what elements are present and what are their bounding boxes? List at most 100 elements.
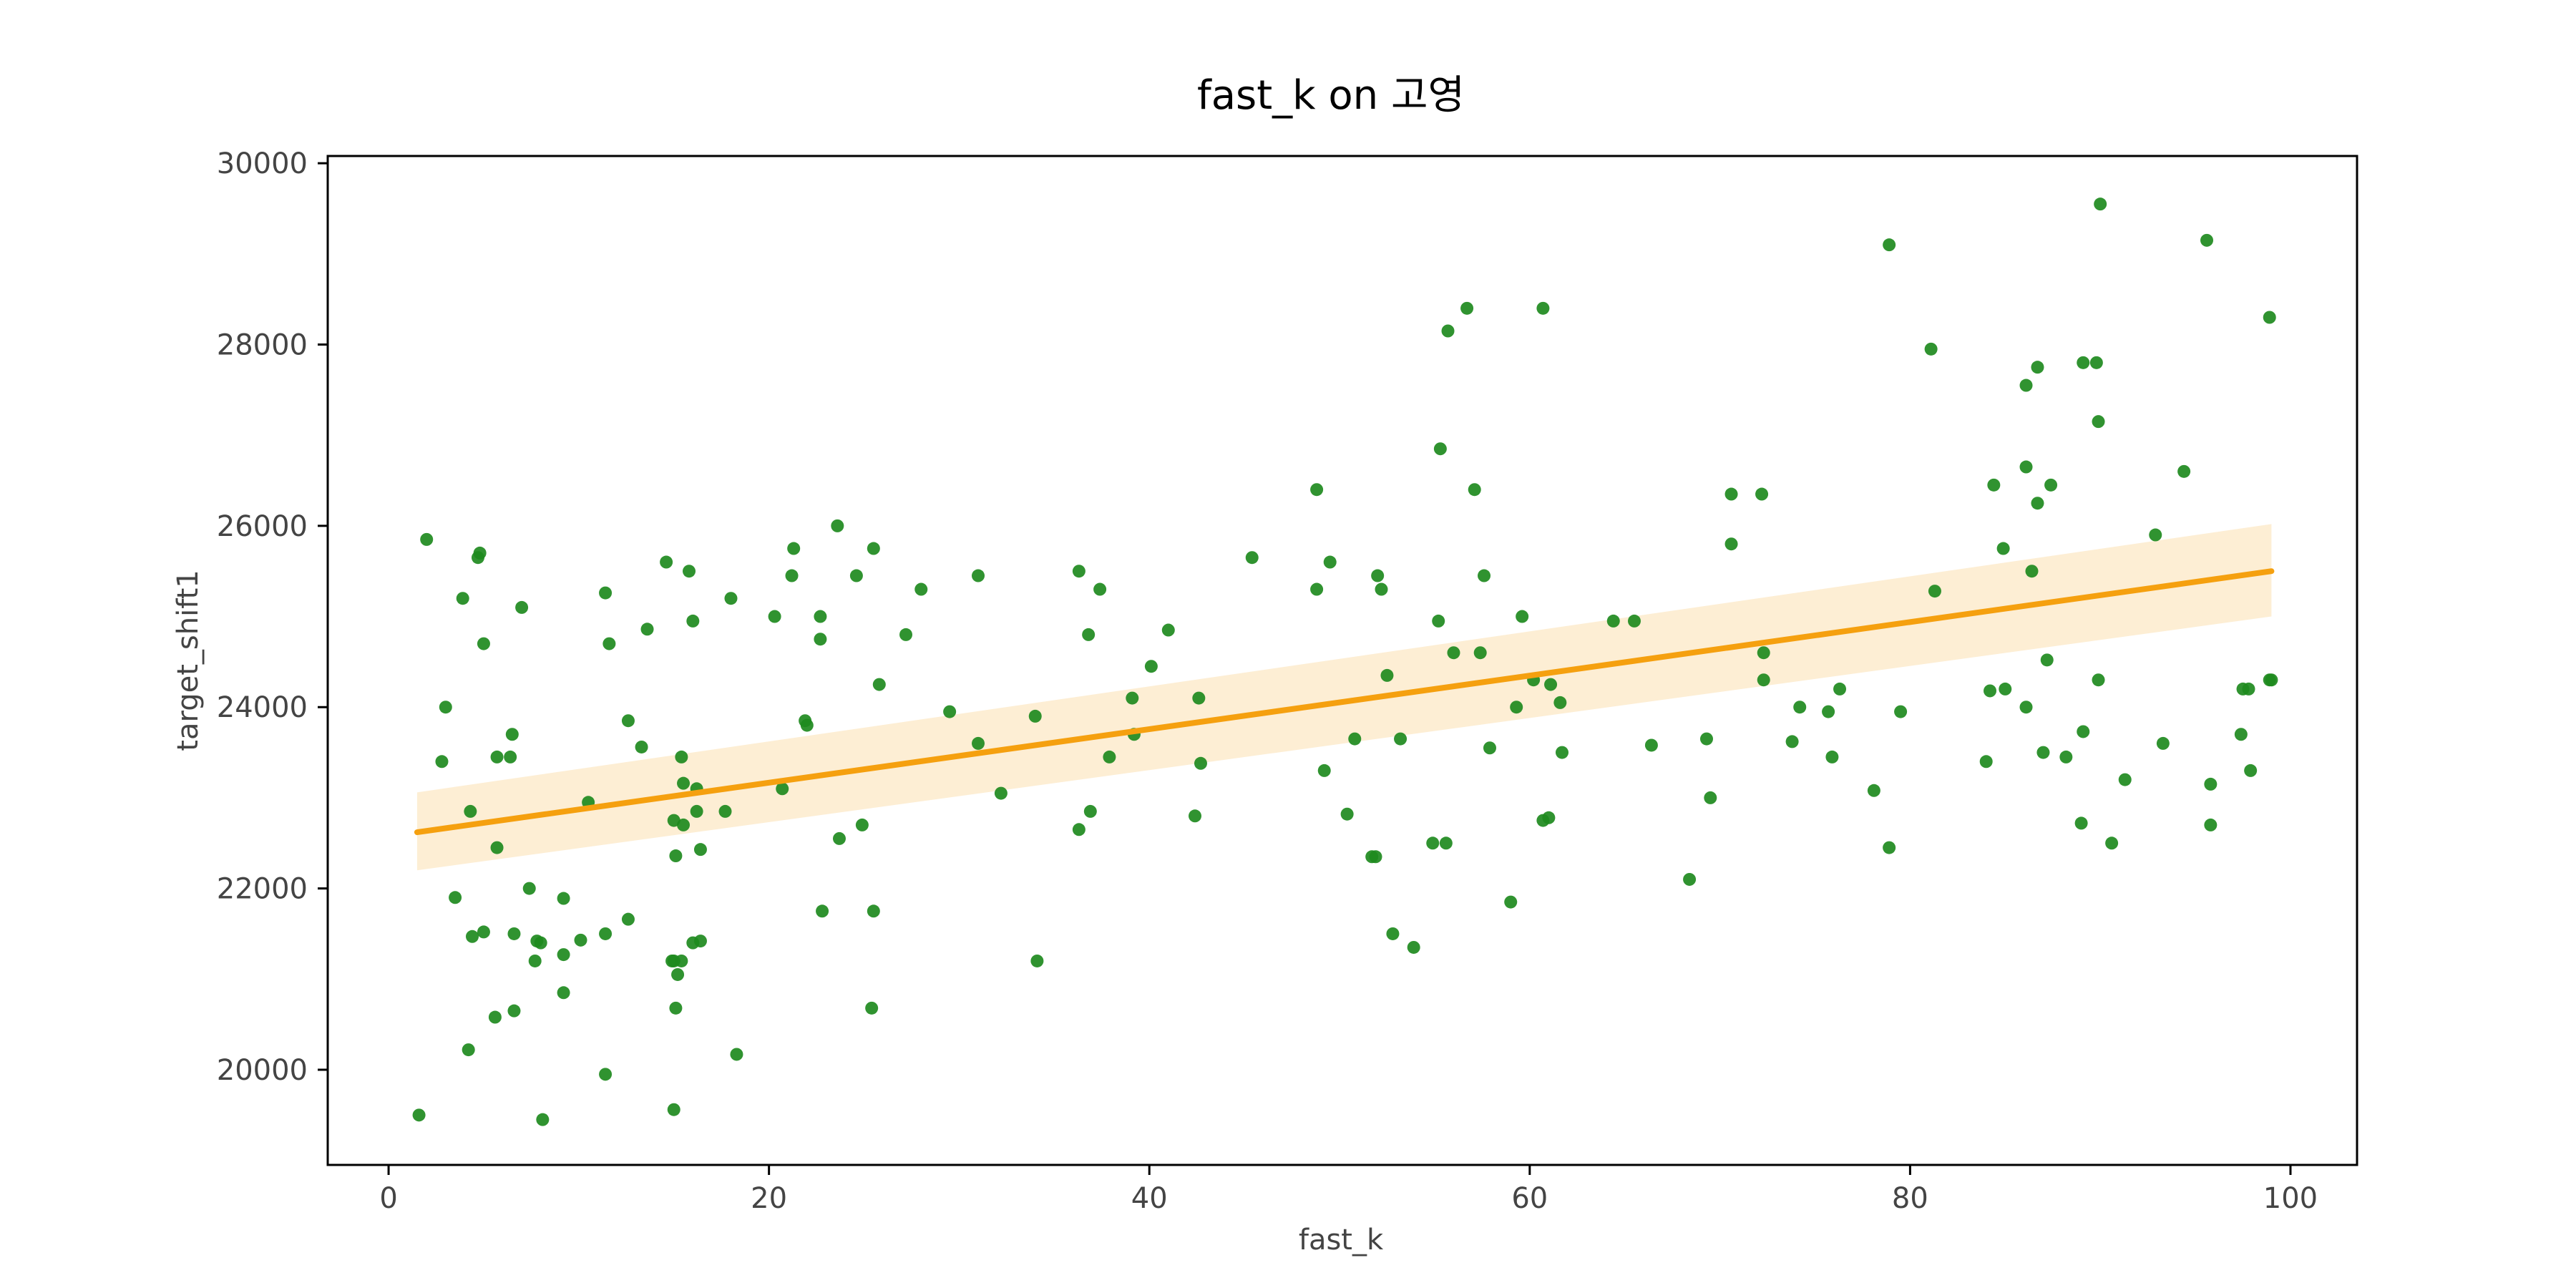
scatter-point bbox=[477, 925, 490, 939]
scatter-point bbox=[1478, 569, 1491, 582]
scatter-point bbox=[899, 628, 913, 641]
scatter-point bbox=[785, 569, 799, 582]
scatter-point bbox=[1822, 705, 1835, 718]
scatter-point bbox=[635, 740, 648, 753]
scatter-point bbox=[477, 637, 490, 650]
scatter-point bbox=[507, 1004, 521, 1018]
scatter-point bbox=[776, 782, 789, 796]
scatter-point bbox=[724, 592, 738, 605]
scatter-point bbox=[2019, 460, 2033, 474]
scatter-point bbox=[671, 967, 685, 981]
x-tick-label: 20 bbox=[751, 1182, 787, 1215]
scatter-point bbox=[507, 927, 521, 940]
scatter-point bbox=[473, 546, 487, 560]
scatter-point bbox=[1310, 582, 1324, 596]
scatter-point bbox=[669, 1001, 683, 1015]
x-tick-label: 80 bbox=[1892, 1182, 1928, 1215]
scatter-point bbox=[831, 519, 844, 532]
scatter-point bbox=[1757, 673, 1770, 687]
scatter-point bbox=[2025, 565, 2039, 578]
scatter-point bbox=[768, 610, 781, 623]
scatter-point bbox=[2263, 311, 2276, 324]
scatter-point bbox=[640, 623, 654, 636]
scatter-point bbox=[1979, 755, 1993, 769]
scatter-point bbox=[2200, 233, 2214, 247]
scatter-point bbox=[1432, 614, 1445, 628]
scatter-point bbox=[2036, 746, 2050, 759]
scatter-point bbox=[2149, 528, 2162, 542]
scatter-point bbox=[1082, 628, 1096, 641]
scatter-point bbox=[1510, 701, 1523, 714]
scatter-point bbox=[1984, 684, 1997, 698]
scatter-point bbox=[488, 1010, 502, 1024]
scatter-point bbox=[621, 714, 635, 728]
scatter-point bbox=[1683, 872, 1697, 886]
scatter-point bbox=[1030, 954, 1044, 967]
scatter-point bbox=[855, 818, 869, 831]
scatter-point bbox=[2044, 478, 2058, 492]
scatter-point bbox=[867, 904, 880, 918]
scatter-point bbox=[2092, 673, 2105, 687]
scatter-point bbox=[1192, 691, 1206, 705]
scatter-point bbox=[1542, 811, 1556, 824]
scatter-point bbox=[557, 892, 570, 905]
scatter-point bbox=[1999, 682, 2012, 696]
scatter-point bbox=[669, 849, 683, 863]
scatter-point bbox=[1996, 542, 2010, 555]
scatter-point bbox=[1380, 668, 1394, 682]
scatter-point bbox=[449, 891, 462, 904]
scatter-point bbox=[505, 728, 519, 741]
scatter-point bbox=[1544, 678, 1558, 691]
regression-line bbox=[414, 568, 2275, 836]
scatter-point bbox=[832, 831, 846, 845]
scatter-point bbox=[1924, 342, 1938, 356]
scatter-point bbox=[1833, 682, 1847, 696]
scatter-point bbox=[1310, 483, 1324, 497]
scatter-point bbox=[1785, 735, 1799, 748]
scatter-point bbox=[1928, 585, 1941, 598]
y-tick-label: 24000 bbox=[217, 691, 308, 724]
scatter-point bbox=[536, 1113, 550, 1126]
x-axis-label: fast_k bbox=[1299, 1224, 1384, 1257]
scatter-point bbox=[677, 818, 691, 831]
scatter-point bbox=[1375, 582, 1388, 596]
scatter-point bbox=[412, 1108, 426, 1122]
scatter-point bbox=[677, 776, 691, 790]
scatter-point bbox=[2059, 750, 2073, 763]
scatter-point bbox=[1194, 756, 1207, 770]
scatter-point bbox=[2265, 673, 2278, 687]
scatter-point bbox=[557, 948, 570, 962]
scatter-point bbox=[599, 927, 613, 940]
scatter-point bbox=[621, 912, 635, 926]
scatter-point bbox=[787, 542, 801, 555]
y-axis-label: target_shift1 bbox=[172, 570, 205, 751]
scatter-point bbox=[2077, 356, 2090, 369]
scatter-point bbox=[1083, 804, 1097, 818]
scatter-point bbox=[730, 1048, 743, 1061]
scatter-point bbox=[1394, 732, 1407, 746]
y-tick-label: 20000 bbox=[217, 1054, 308, 1087]
scatter-point bbox=[1103, 750, 1116, 763]
scatter-point bbox=[872, 678, 886, 691]
scatter-point bbox=[1793, 701, 1807, 714]
scatter-point bbox=[2234, 728, 2248, 741]
scatter-point bbox=[1757, 646, 1770, 660]
scatter-point bbox=[972, 569, 985, 582]
scatter-point bbox=[1093, 582, 1107, 596]
scatter-point bbox=[2092, 415, 2105, 429]
scatter-point bbox=[660, 555, 673, 569]
scatter-point bbox=[1724, 537, 1738, 551]
scatter-point bbox=[683, 565, 696, 578]
scatter-point bbox=[2019, 701, 2033, 714]
chart-title: fast_k on 고영 bbox=[1197, 72, 1465, 119]
scatter-point bbox=[1028, 709, 1042, 723]
scatter-point bbox=[2019, 379, 2033, 392]
scatter-point bbox=[675, 750, 688, 763]
scatter-point bbox=[867, 542, 880, 555]
scatter-point bbox=[1755, 487, 1769, 501]
scatter-point bbox=[1369, 850, 1382, 864]
scatter-point bbox=[1460, 301, 1474, 315]
x-tick-label: 0 bbox=[379, 1182, 397, 1215]
y-axis: 20000 22000 24000 26000 28000 30000 bbox=[217, 147, 328, 1087]
scatter-point bbox=[686, 614, 700, 628]
